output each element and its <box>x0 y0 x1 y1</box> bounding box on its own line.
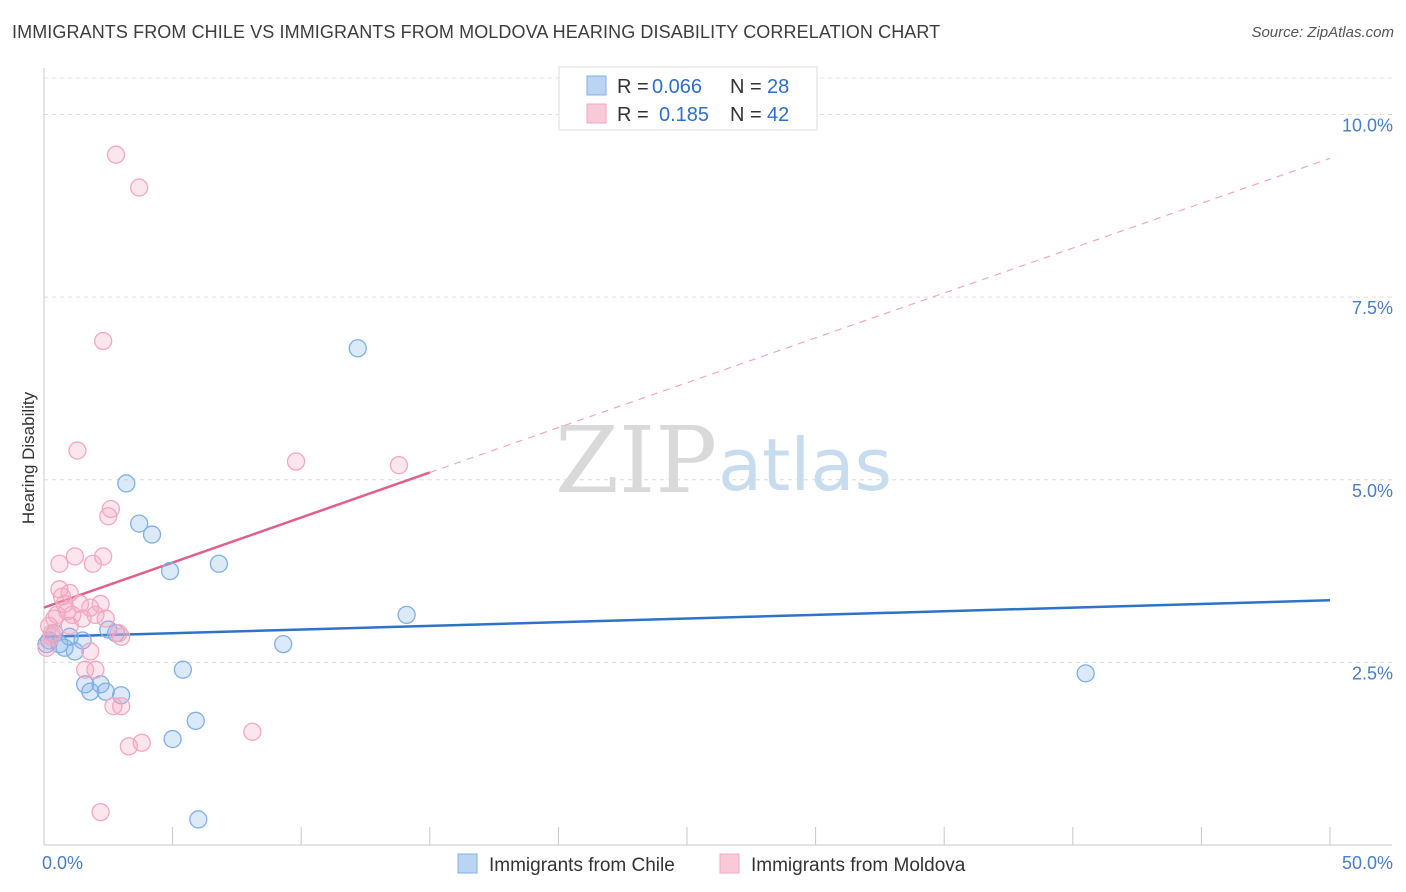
point-moldova <box>112 697 131 716</box>
point-moldova <box>99 507 118 526</box>
point-moldova <box>96 609 115 628</box>
y-tick-label: 7.5% <box>1352 298 1393 318</box>
point-chile <box>397 605 416 625</box>
point-moldova <box>243 722 262 741</box>
point-chile <box>160 561 180 581</box>
legend-n-value-moldova: 42 <box>767 104 789 126</box>
watermark-atlas: atlas <box>718 423 892 507</box>
y-tick-label: 10.0% <box>1342 116 1393 136</box>
bottom-legend-label-chile: Immigrants from Chile <box>489 855 675 876</box>
point-moldova <box>86 660 105 679</box>
point-moldova <box>106 145 126 164</box>
point-moldova <box>130 178 149 197</box>
point-chile <box>130 514 149 533</box>
trend-line-extension-moldova <box>429 157 1331 474</box>
top-legend: R = 0.066 N = 28 R = 0.185 N = 42 <box>558 66 818 131</box>
data-points <box>37 145 1095 829</box>
point-moldova <box>42 627 61 646</box>
trend-lines <box>43 157 1331 639</box>
point-moldova <box>81 642 100 661</box>
point-moldova <box>86 605 105 625</box>
y-axis-title: Hearing Disability <box>19 391 38 524</box>
chart-title: IMMIGRANTS FROM CHILE VS IMMIGRANTS FROM… <box>12 22 941 42</box>
point-chile <box>81 682 100 701</box>
source-label: Source: ZipAtlas.com <box>1251 24 1394 41</box>
watermark-zip: ZIP <box>555 407 717 514</box>
point-moldova <box>94 547 113 566</box>
grid-lines <box>44 77 1392 663</box>
legend-r-value-chile: 0.066 <box>652 76 702 98</box>
legend-n-value-chile: 28 <box>767 76 789 98</box>
legend-r-value-moldova: 0.185 <box>659 104 709 126</box>
watermark: ZIP atlas <box>555 407 892 514</box>
point-moldova <box>104 697 123 716</box>
point-moldova <box>132 733 151 752</box>
point-chile <box>209 554 229 573</box>
point-moldova <box>50 554 69 573</box>
point-chile <box>117 474 136 493</box>
legend-swatch-chile <box>586 75 607 96</box>
point-moldova <box>68 441 87 460</box>
y-tick-label: 5.0% <box>1352 481 1393 501</box>
point-moldova <box>83 554 103 573</box>
tick-labels: 2.5% 5.0% 7.5% 10.0% 0.0% 50.0% <box>42 116 1393 873</box>
legend-n-label-moldova: N = <box>730 104 762 126</box>
x-tick-label: 50.0% <box>1342 853 1393 873</box>
point-chile <box>186 711 205 730</box>
y-tick-label: 2.5% <box>1352 663 1393 683</box>
point-chile <box>55 638 74 657</box>
legend-r-label-chile: R = <box>617 76 649 98</box>
point-moldova <box>286 452 306 471</box>
bottom-legend-swatch-chile <box>457 853 478 874</box>
point-chile <box>189 810 208 829</box>
point-chile <box>173 660 193 679</box>
point-moldova <box>76 660 95 679</box>
trend-line-moldova <box>43 471 431 609</box>
point-chile <box>142 525 162 544</box>
bottom-legend-swatch-moldova <box>719 853 740 874</box>
bottom-legend: Immigrants from Chile Immigrants from Mo… <box>457 853 966 876</box>
legend-n-label-chile: N = <box>730 76 762 98</box>
point-chile <box>1076 664 1095 683</box>
bottom-legend-label-moldova: Immigrants from Moldova <box>751 855 966 876</box>
point-moldova <box>112 627 131 646</box>
point-moldova <box>65 547 85 566</box>
trend-line-chile <box>43 599 1331 639</box>
point-chile <box>163 729 182 749</box>
legend-r-label-moldova: R = <box>617 104 649 126</box>
point-chile <box>274 634 293 654</box>
point-chile <box>96 682 115 701</box>
point-moldova <box>389 456 409 475</box>
axes <box>43 68 1392 846</box>
point-chile <box>348 339 367 358</box>
point-moldova <box>101 499 121 519</box>
legend-swatch-moldova <box>586 103 607 124</box>
x-tick-label: 0.0% <box>42 853 83 873</box>
point-moldova <box>94 331 113 351</box>
point-moldova <box>91 802 110 822</box>
point-moldova <box>70 594 90 614</box>
